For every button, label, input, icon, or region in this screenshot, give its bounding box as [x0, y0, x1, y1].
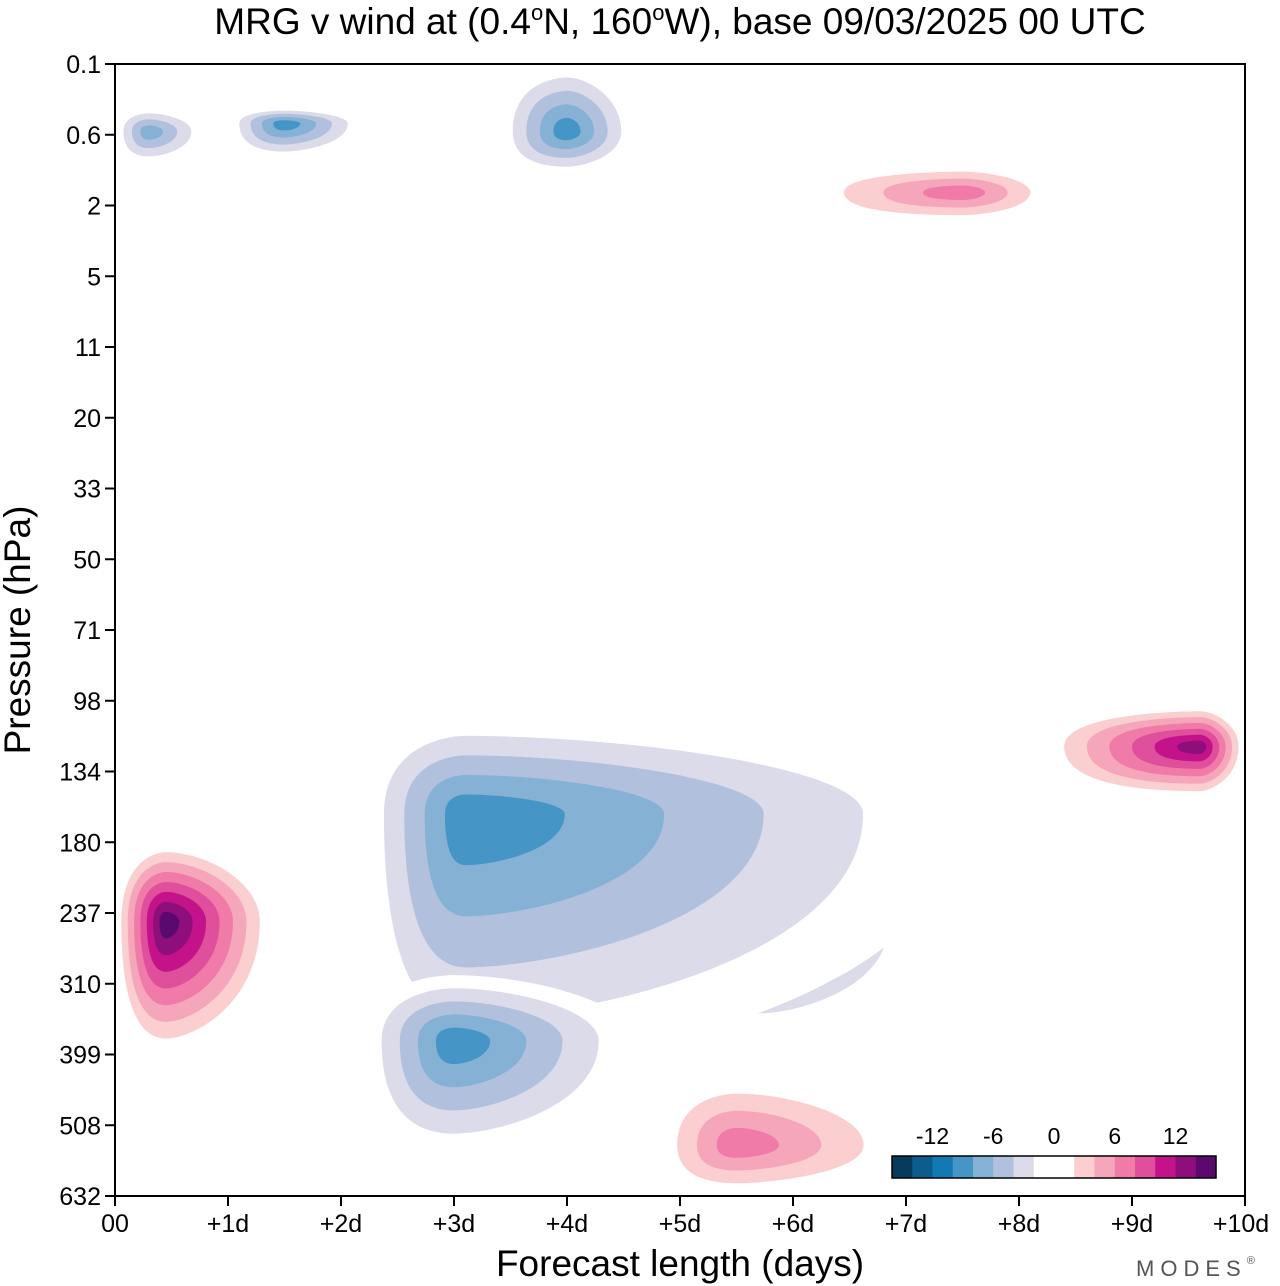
- colorbar-swatch: [1074, 1156, 1095, 1178]
- colorbar: -12 -6 0 6 12: [888, 1118, 1220, 1182]
- colorbar-swatch: [993, 1156, 1014, 1178]
- x-tick-label: 00: [101, 1210, 129, 1238]
- x-tick-label: +1d: [207, 1210, 249, 1238]
- y-axis: 0.1 0.6 2 5 11 20 33 50 71 98 134 180 237 310 399 508 63…: [59, 51, 115, 1211]
- y-tick-label: 134: [59, 759, 101, 787]
- contour-band-0-7: [159, 911, 180, 939]
- chart-title: MRG v wind at (0.4oN, 160oW), base 09/03…: [214, 0, 1145, 42]
- y-tick-label: 50: [73, 546, 101, 574]
- colorbar-tick-label: 6: [1108, 1123, 1121, 1149]
- contour-band-8-4: [553, 117, 581, 141]
- colorbar-tick-label: -6: [983, 1123, 1003, 1149]
- colorbar-frame: [891, 1155, 1217, 1179]
- colorbar-swatch: [973, 1156, 994, 1178]
- y-tick-label: 237: [59, 900, 101, 928]
- y-tick-label: 0.6: [66, 122, 101, 150]
- y-tick-label: 20: [73, 405, 101, 433]
- contour-band-4-6: [1177, 740, 1207, 754]
- colorbar-swatch: [1135, 1156, 1156, 1178]
- y-tick-label: 0.1: [66, 51, 101, 79]
- y-tick-label: 98: [73, 688, 101, 716]
- colorbar-swatch: [1155, 1156, 1176, 1178]
- colorbar-swatch: [1013, 1156, 1035, 1178]
- colorbar-swatch: [1054, 1156, 1075, 1178]
- contour-band-5-3: [716, 1127, 779, 1158]
- y-tick-label: 180: [59, 829, 101, 857]
- contour-band-3-4: [435, 1027, 491, 1065]
- x-tick-label: +9d: [1111, 1210, 1153, 1238]
- y-tick-label: 2: [87, 193, 101, 221]
- contour-band-2-4: [444, 794, 565, 866]
- x-tick-label: +10d: [1213, 1210, 1269, 1238]
- colorbar-swatch: [1094, 1156, 1116, 1178]
- y-tick-label: 33: [73, 476, 101, 504]
- colorbar-tick-label: -12: [916, 1123, 949, 1149]
- x-axis: 00 +1d +2d +3d +4d +5d +6d +7d +8d +9d +10d: [101, 1196, 1269, 1238]
- x-tick-label: +4d: [546, 1210, 588, 1238]
- y-axis-label: Pressure (hPa): [0, 506, 38, 755]
- y-tick-label: 71: [73, 617, 101, 645]
- y-tick-label: 310: [59, 971, 101, 999]
- contour-band-7-4: [273, 120, 301, 131]
- colorbar-swatch: [932, 1156, 954, 1178]
- x-tick-label: +8d: [998, 1210, 1040, 1238]
- colorbar-swatch: [1114, 1156, 1136, 1178]
- x-tick-label: +2d: [320, 1210, 362, 1238]
- colorbar-swatch: [1195, 1156, 1217, 1178]
- contour-field: [115, 64, 1245, 1196]
- colorbar-tick-label: 12: [1163, 1123, 1189, 1149]
- x-axis-label: Forecast length (days): [496, 1243, 864, 1284]
- x-tick-label: +5d: [659, 1210, 701, 1238]
- x-tick-label: +3d: [433, 1210, 475, 1238]
- y-tick-label: 508: [59, 1112, 101, 1140]
- y-tick-label: 5: [87, 263, 101, 291]
- y-tick-label: 632: [59, 1183, 101, 1211]
- colorbar-swatch: [912, 1156, 933, 1178]
- colorbar-swatch: [1175, 1156, 1197, 1178]
- colorbar-swatch: [892, 1156, 913, 1178]
- colorbar-tick-label: 0: [1048, 1123, 1061, 1149]
- brand-logo: MODES®: [1136, 1255, 1261, 1281]
- x-tick-label: +6d: [772, 1210, 814, 1238]
- plot-area: [114, 63, 1246, 1197]
- contour-band-6-3: [140, 125, 164, 140]
- y-tick-label: 11: [75, 334, 101, 362]
- colorbar-swatch: [1033, 1156, 1055, 1178]
- y-tick-label: 399: [59, 1042, 101, 1070]
- x-tick-label: +7d: [885, 1210, 927, 1238]
- contour-band-9-3: [922, 185, 986, 200]
- colorbar-swatch: [952, 1156, 974, 1178]
